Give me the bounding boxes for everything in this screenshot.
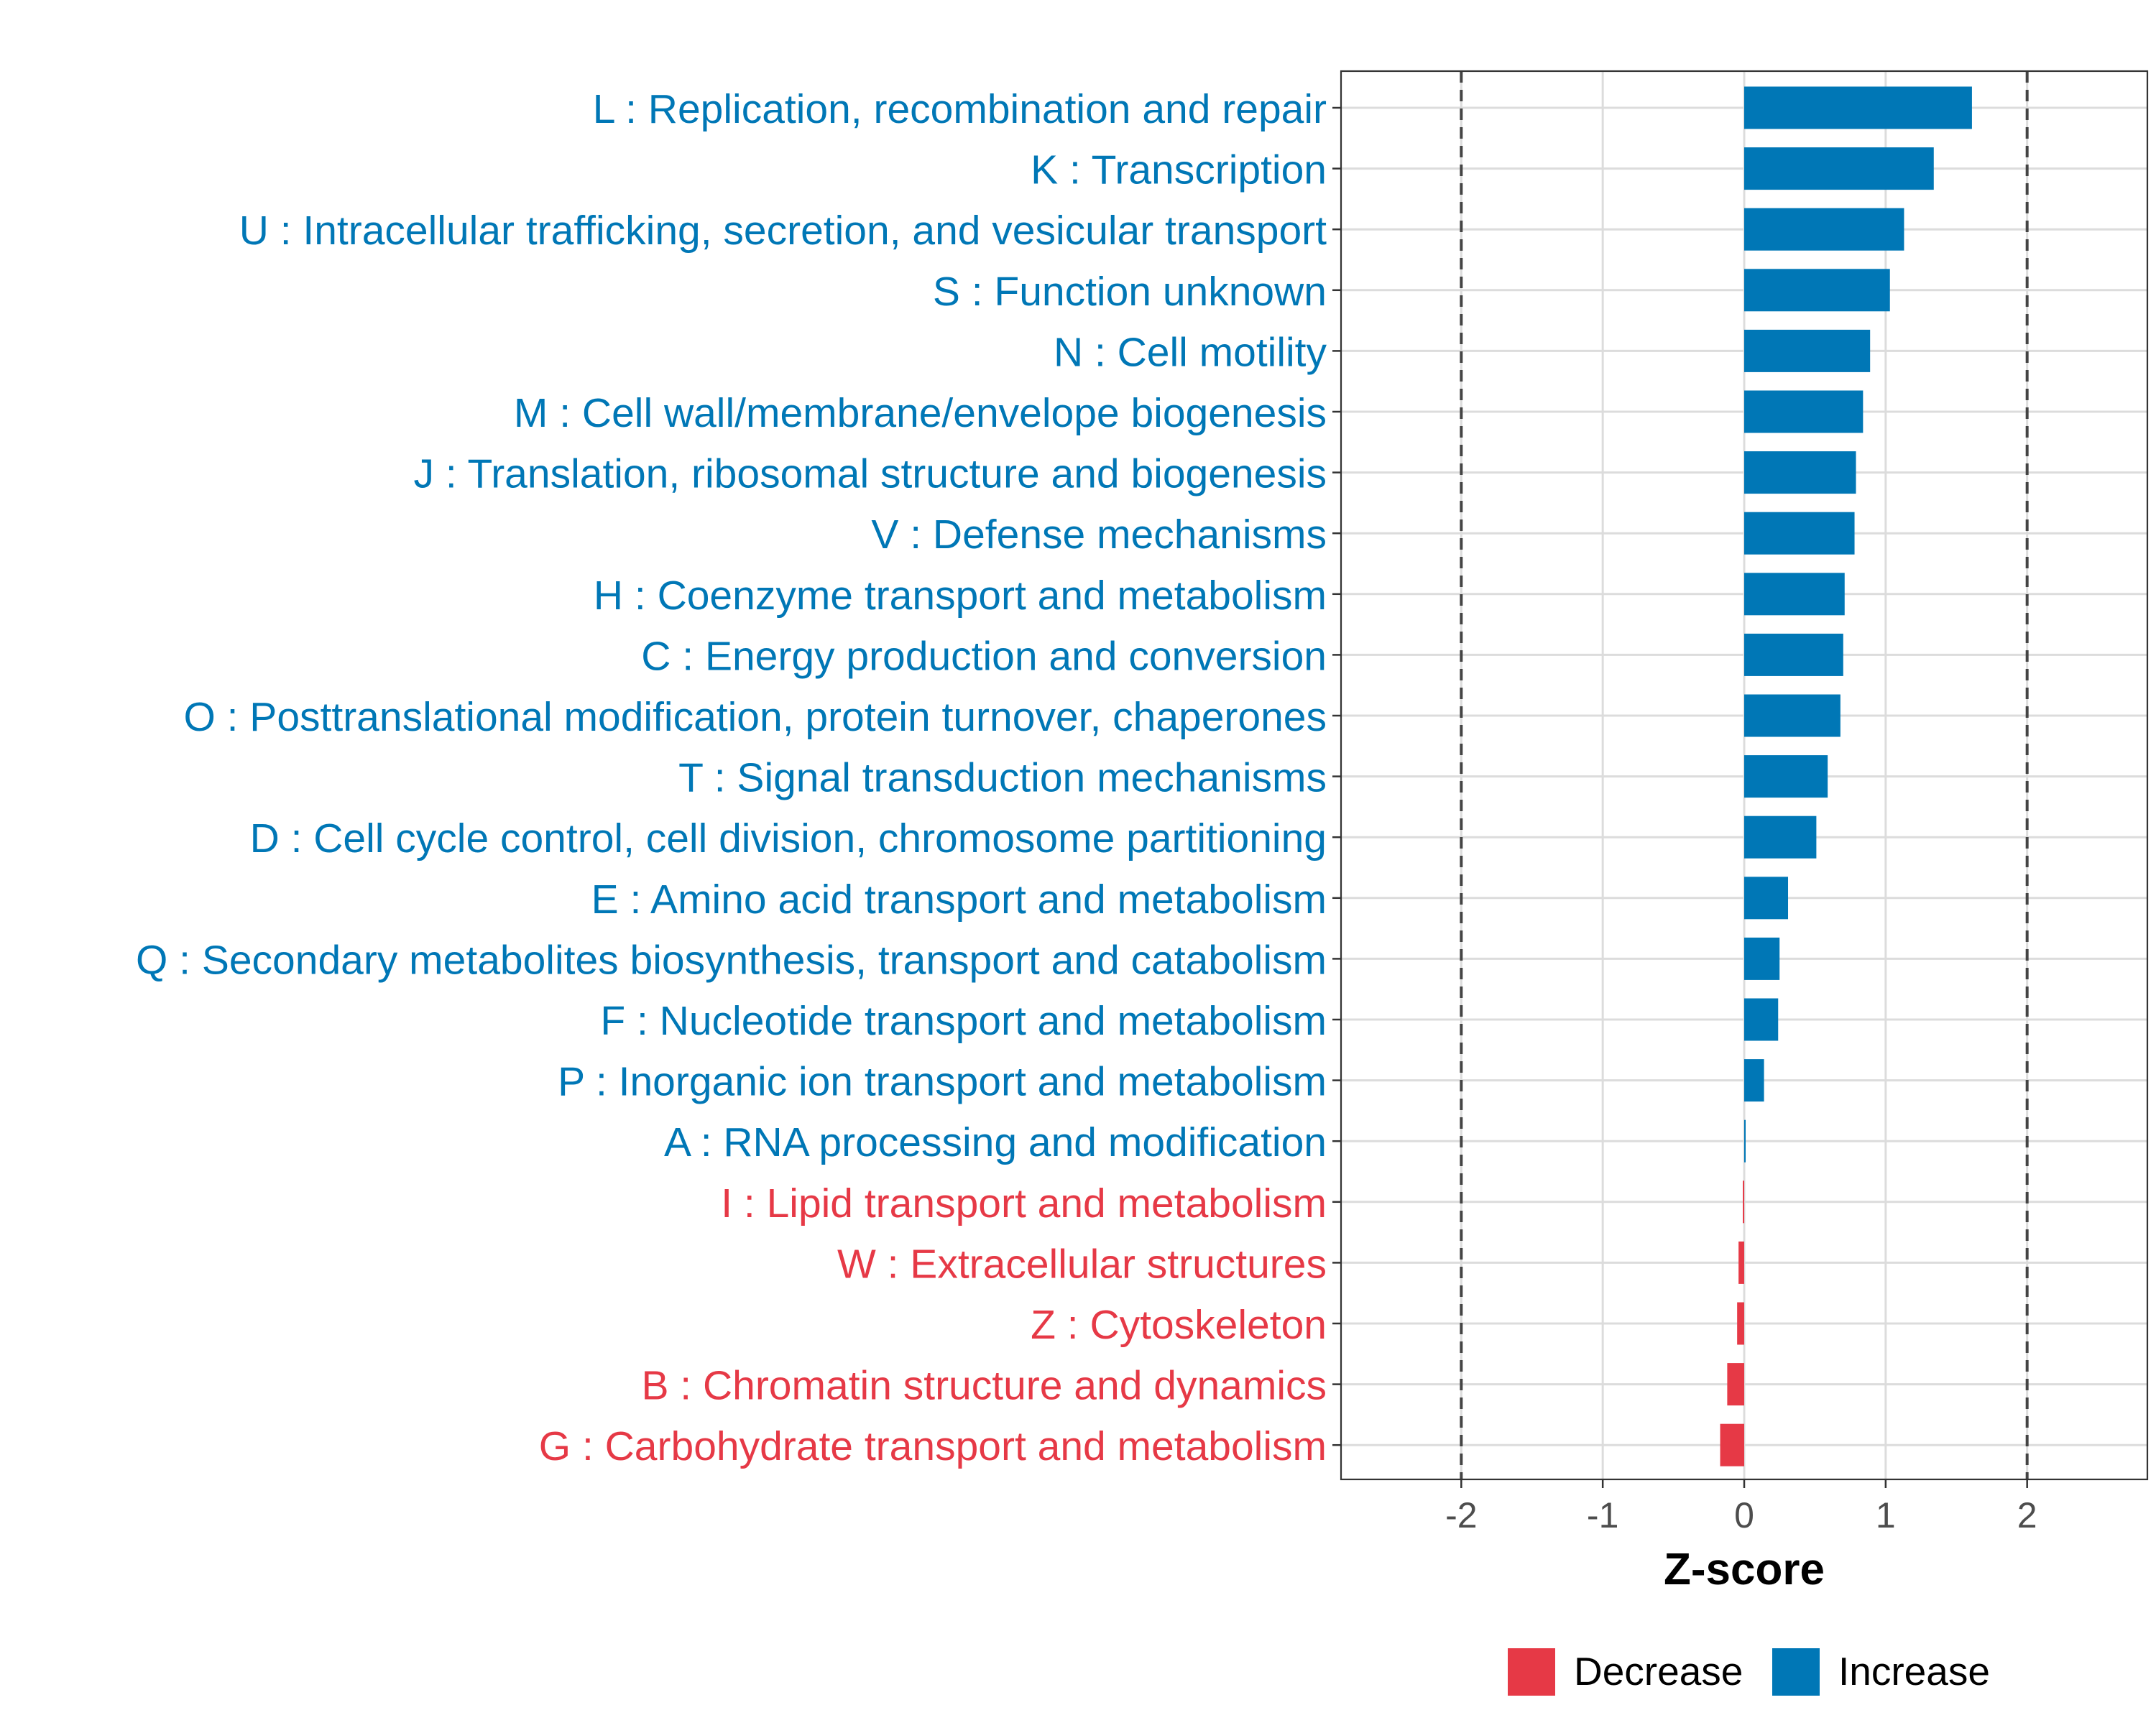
bar: [1744, 269, 1890, 312]
bar: [1744, 451, 1856, 494]
x-tick-label: 0: [1734, 1495, 1754, 1535]
legend-label: Decrease: [1574, 1649, 1743, 1694]
y-tick-label: L : Replication, recombination and repai…: [593, 86, 1327, 132]
x-tick-label: 2: [2017, 1495, 2037, 1535]
bar: [1744, 998, 1779, 1041]
x-tick-label: -1: [1587, 1495, 1618, 1535]
y-tick-label: P : Inorganic ion transport and metaboli…: [558, 1059, 1327, 1105]
y-tick-label: S : Function unknown: [933, 269, 1327, 315]
bar: [1720, 1423, 1744, 1466]
y-tick-layer: L : Replication, recombination and repai…: [136, 86, 1341, 1469]
y-tick-label: Z : Cytoskeleton: [1031, 1302, 1327, 1348]
y-tick-label: Q : Secondary metabolites biosynthesis, …: [136, 937, 1327, 983]
bar: [1744, 329, 1871, 372]
x-tick-layer: -2 -1 0 1 2: [1445, 1479, 2037, 1535]
y-tick-label: A : RNA processing and modification: [664, 1119, 1327, 1165]
y-tick-label: V : Defense mechanisms: [871, 512, 1327, 558]
bar: [1738, 1241, 1744, 1284]
y-tick-label: G : Carbohydrate transport and metabolis…: [539, 1423, 1327, 1469]
legend-label: Increase: [1838, 1649, 1990, 1694]
bar: [1727, 1363, 1744, 1406]
y-tick-label: U : Intracellular trafficking, secretion…: [239, 208, 1327, 254]
bar: [1743, 1181, 1745, 1224]
y-tick-label: N : Cell motility: [1054, 329, 1327, 375]
y-tick-label: E : Amino acid transport and metabolism: [591, 877, 1327, 923]
reference-line-layer: [1460, 71, 2029, 1479]
bar: [1744, 694, 1841, 737]
y-tick-label: B : Chromatin structure and dynamics: [641, 1363, 1327, 1409]
bar: [1744, 1059, 1764, 1102]
y-tick-label: I : Lipid transport and metabolism: [721, 1181, 1327, 1226]
x-axis-title: Z-score: [1664, 1545, 1825, 1594]
y-tick-label: O : Posttranslational modification, prot…: [183, 694, 1327, 740]
y-tick-label: J : Translation, ribosomal structure and…: [414, 451, 1327, 497]
x-tick-label: -2: [1445, 1495, 1477, 1535]
y-tick-label: C : Energy production and conversion: [641, 633, 1327, 679]
bar: [1744, 633, 1843, 676]
bar: [1744, 937, 1780, 980]
bar: [1744, 390, 1864, 433]
y-tick-label: D : Cell cycle control, cell division, c…: [250, 816, 1327, 861]
y-tick-label: H : Coenzyme transport and metabolism: [594, 573, 1327, 619]
y-tick-label: K : Transcription: [1031, 147, 1327, 193]
y-tick-label: W : Extracellular structures: [837, 1241, 1327, 1287]
bar: [1744, 877, 1789, 920]
bar: [1744, 147, 1934, 190]
legend-key: [1772, 1648, 1820, 1696]
bar: [1737, 1302, 1744, 1345]
bar: [1744, 208, 1904, 251]
bar: [1744, 86, 1972, 129]
bar: [1744, 755, 1828, 798]
y-tick-label: M : Cell wall/membrane/envelope biogenes…: [514, 390, 1327, 436]
legend: Decrease Increase: [1508, 1648, 1990, 1696]
bar-layer: [1720, 86, 1972, 1466]
x-tick-label: 1: [1876, 1495, 1896, 1535]
bar: [1744, 512, 1855, 555]
bar: [1744, 1119, 1746, 1163]
bar: [1744, 816, 1817, 859]
legend-key: [1508, 1648, 1555, 1696]
y-tick-label: T : Signal transduction mechanisms: [678, 755, 1327, 801]
bar: [1744, 573, 1845, 616]
y-tick-label: F : Nucleotide transport and metabolism: [600, 998, 1327, 1044]
